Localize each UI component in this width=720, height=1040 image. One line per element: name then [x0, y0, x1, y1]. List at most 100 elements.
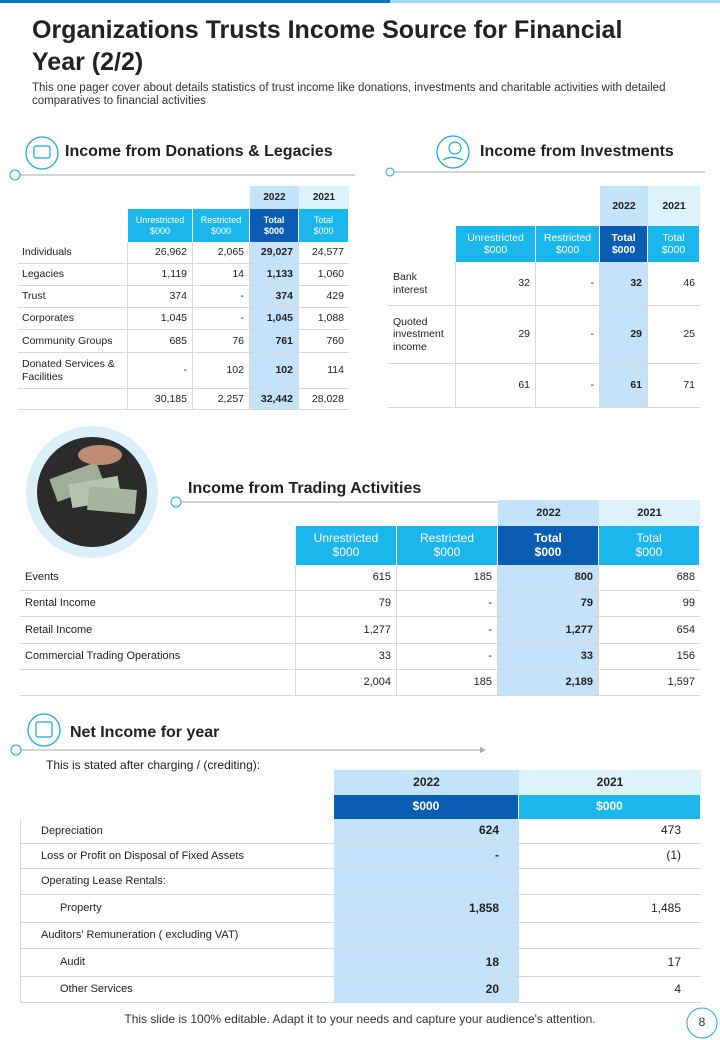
column-name: Unrestricted: [467, 231, 524, 244]
column-header: Restricted $000: [193, 209, 250, 242]
column-unit: $000: [433, 544, 461, 559]
column-name: Total: [313, 215, 333, 226]
table-cell: 2,065: [193, 242, 250, 264]
year-header: 2021: [599, 500, 700, 526]
icon-ring: [436, 135, 470, 169]
table-cell: 2,004: [296, 670, 397, 696]
row-label: Donated Services & Facilities: [18, 353, 128, 389]
footer-note: This slide is 100% editable. Adapt it to…: [124, 1012, 596, 1026]
table-cell: 429: [299, 286, 349, 308]
table-cell: 1,060: [299, 264, 349, 286]
icon-ring: [25, 136, 59, 170]
table-cell: 76: [193, 330, 250, 353]
row-label: Rental Income: [20, 591, 296, 617]
table-cell: 32: [600, 262, 648, 306]
page-ring: [686, 1007, 718, 1039]
column-header: Restricted $000: [536, 226, 600, 262]
row-label: Loss or Profit on Disposal of Fixed Asse…: [20, 844, 334, 869]
table-cell: [519, 869, 701, 895]
table-cell: 24,577: [299, 242, 349, 264]
column-unit: $000: [313, 225, 334, 236]
column-unit: $000: [661, 244, 686, 256]
table-cell: 1,277: [296, 617, 397, 644]
column-name: Restricted: [200, 215, 242, 226]
column-unit: $000: [534, 544, 562, 559]
table-cell: 615: [296, 565, 397, 591]
table-cell: 20: [334, 977, 519, 1003]
row-label: Property: [20, 895, 334, 923]
icon-ring: [27, 713, 61, 747]
table-cell: 79: [296, 591, 397, 617]
table-cell: -: [397, 617, 498, 644]
column-unit: $000: [635, 544, 663, 559]
table-cell: 156: [599, 644, 700, 670]
table-cell: 61: [600, 364, 648, 408]
icon: [33, 145, 51, 159]
year-header: 2021: [299, 186, 349, 209]
table-cell: -: [193, 286, 250, 308]
row-label: Corporates: [18, 308, 128, 330]
row-label: Other Services: [20, 977, 334, 1003]
table-cell: [519, 923, 701, 949]
column-name: Restricted: [419, 530, 475, 545]
column-name: Restricted: [543, 231, 592, 244]
table-cell: 654: [599, 617, 700, 644]
table-cell: 2,189: [498, 670, 599, 696]
table-cell: -: [128, 353, 193, 389]
table-cell: -: [536, 306, 600, 364]
row-label: Legacies: [18, 264, 128, 286]
column-header: Total $000: [599, 526, 700, 565]
title: Organizations Trusts Income Source for F…: [32, 16, 623, 76]
year-header: 2022: [600, 186, 648, 226]
table-cell: -: [397, 644, 498, 670]
column-unit: $000: [210, 225, 232, 236]
table-cell: 761: [250, 330, 299, 353]
column-unit: $000: [332, 544, 360, 559]
column-header: Unrestricted $000: [296, 526, 397, 565]
table-cell: 688: [599, 565, 700, 591]
table-cell: 4: [519, 977, 701, 1003]
page-number: 8: [698, 1015, 706, 1029]
table-cell: 28,028: [299, 389, 349, 410]
table-cell: 473: [519, 819, 701, 844]
column-name: Total: [534, 530, 562, 545]
table-cell: -: [397, 591, 498, 617]
row-label: Commercial Trading Operations: [20, 644, 296, 670]
column-name: Total: [263, 215, 285, 226]
table-cell: [334, 923, 519, 949]
table-cell: 185: [397, 670, 498, 696]
table-cell: 30,185: [128, 389, 193, 410]
table-cell: 71: [648, 364, 700, 408]
column-header: Total $000: [600, 226, 648, 262]
table-cell: 99: [599, 591, 700, 617]
table-cell: 1,597: [599, 670, 700, 696]
column-name: Total: [636, 530, 662, 545]
table-cell: 800: [498, 565, 599, 591]
icon: [35, 721, 53, 738]
table-cell: 32: [456, 262, 536, 306]
table-cell: 1,485: [519, 895, 701, 923]
column-name: Unrestricted: [313, 530, 379, 545]
table-cell: 2,257: [193, 389, 250, 410]
icon: [442, 156, 464, 161]
table-cell: 29: [456, 306, 536, 364]
row-label: Trust: [18, 286, 128, 308]
unit-header: $000: [334, 795, 519, 819]
table-cell: 1,088: [299, 308, 349, 330]
icon: [448, 141, 462, 155]
table-cell: 29: [600, 306, 648, 364]
rule-dot: [385, 167, 395, 177]
table-cell: 46: [648, 262, 700, 306]
row-label: Audit: [20, 949, 334, 977]
table-cell: 1,045: [250, 308, 299, 330]
row-label: Auditors' Remuneration ( excluding VAT): [20, 923, 334, 949]
row-label: Operating Lease Rentals:: [20, 869, 334, 895]
table-cell: -: [193, 308, 250, 330]
subtitle: This one pager cover about details stati…: [32, 82, 666, 107]
bill: [87, 485, 137, 515]
table-cell: 33: [498, 644, 599, 670]
rule-dot: [10, 744, 22, 756]
table-cell: 1,133: [250, 264, 299, 286]
column-name: Unrestricted: [135, 215, 185, 226]
